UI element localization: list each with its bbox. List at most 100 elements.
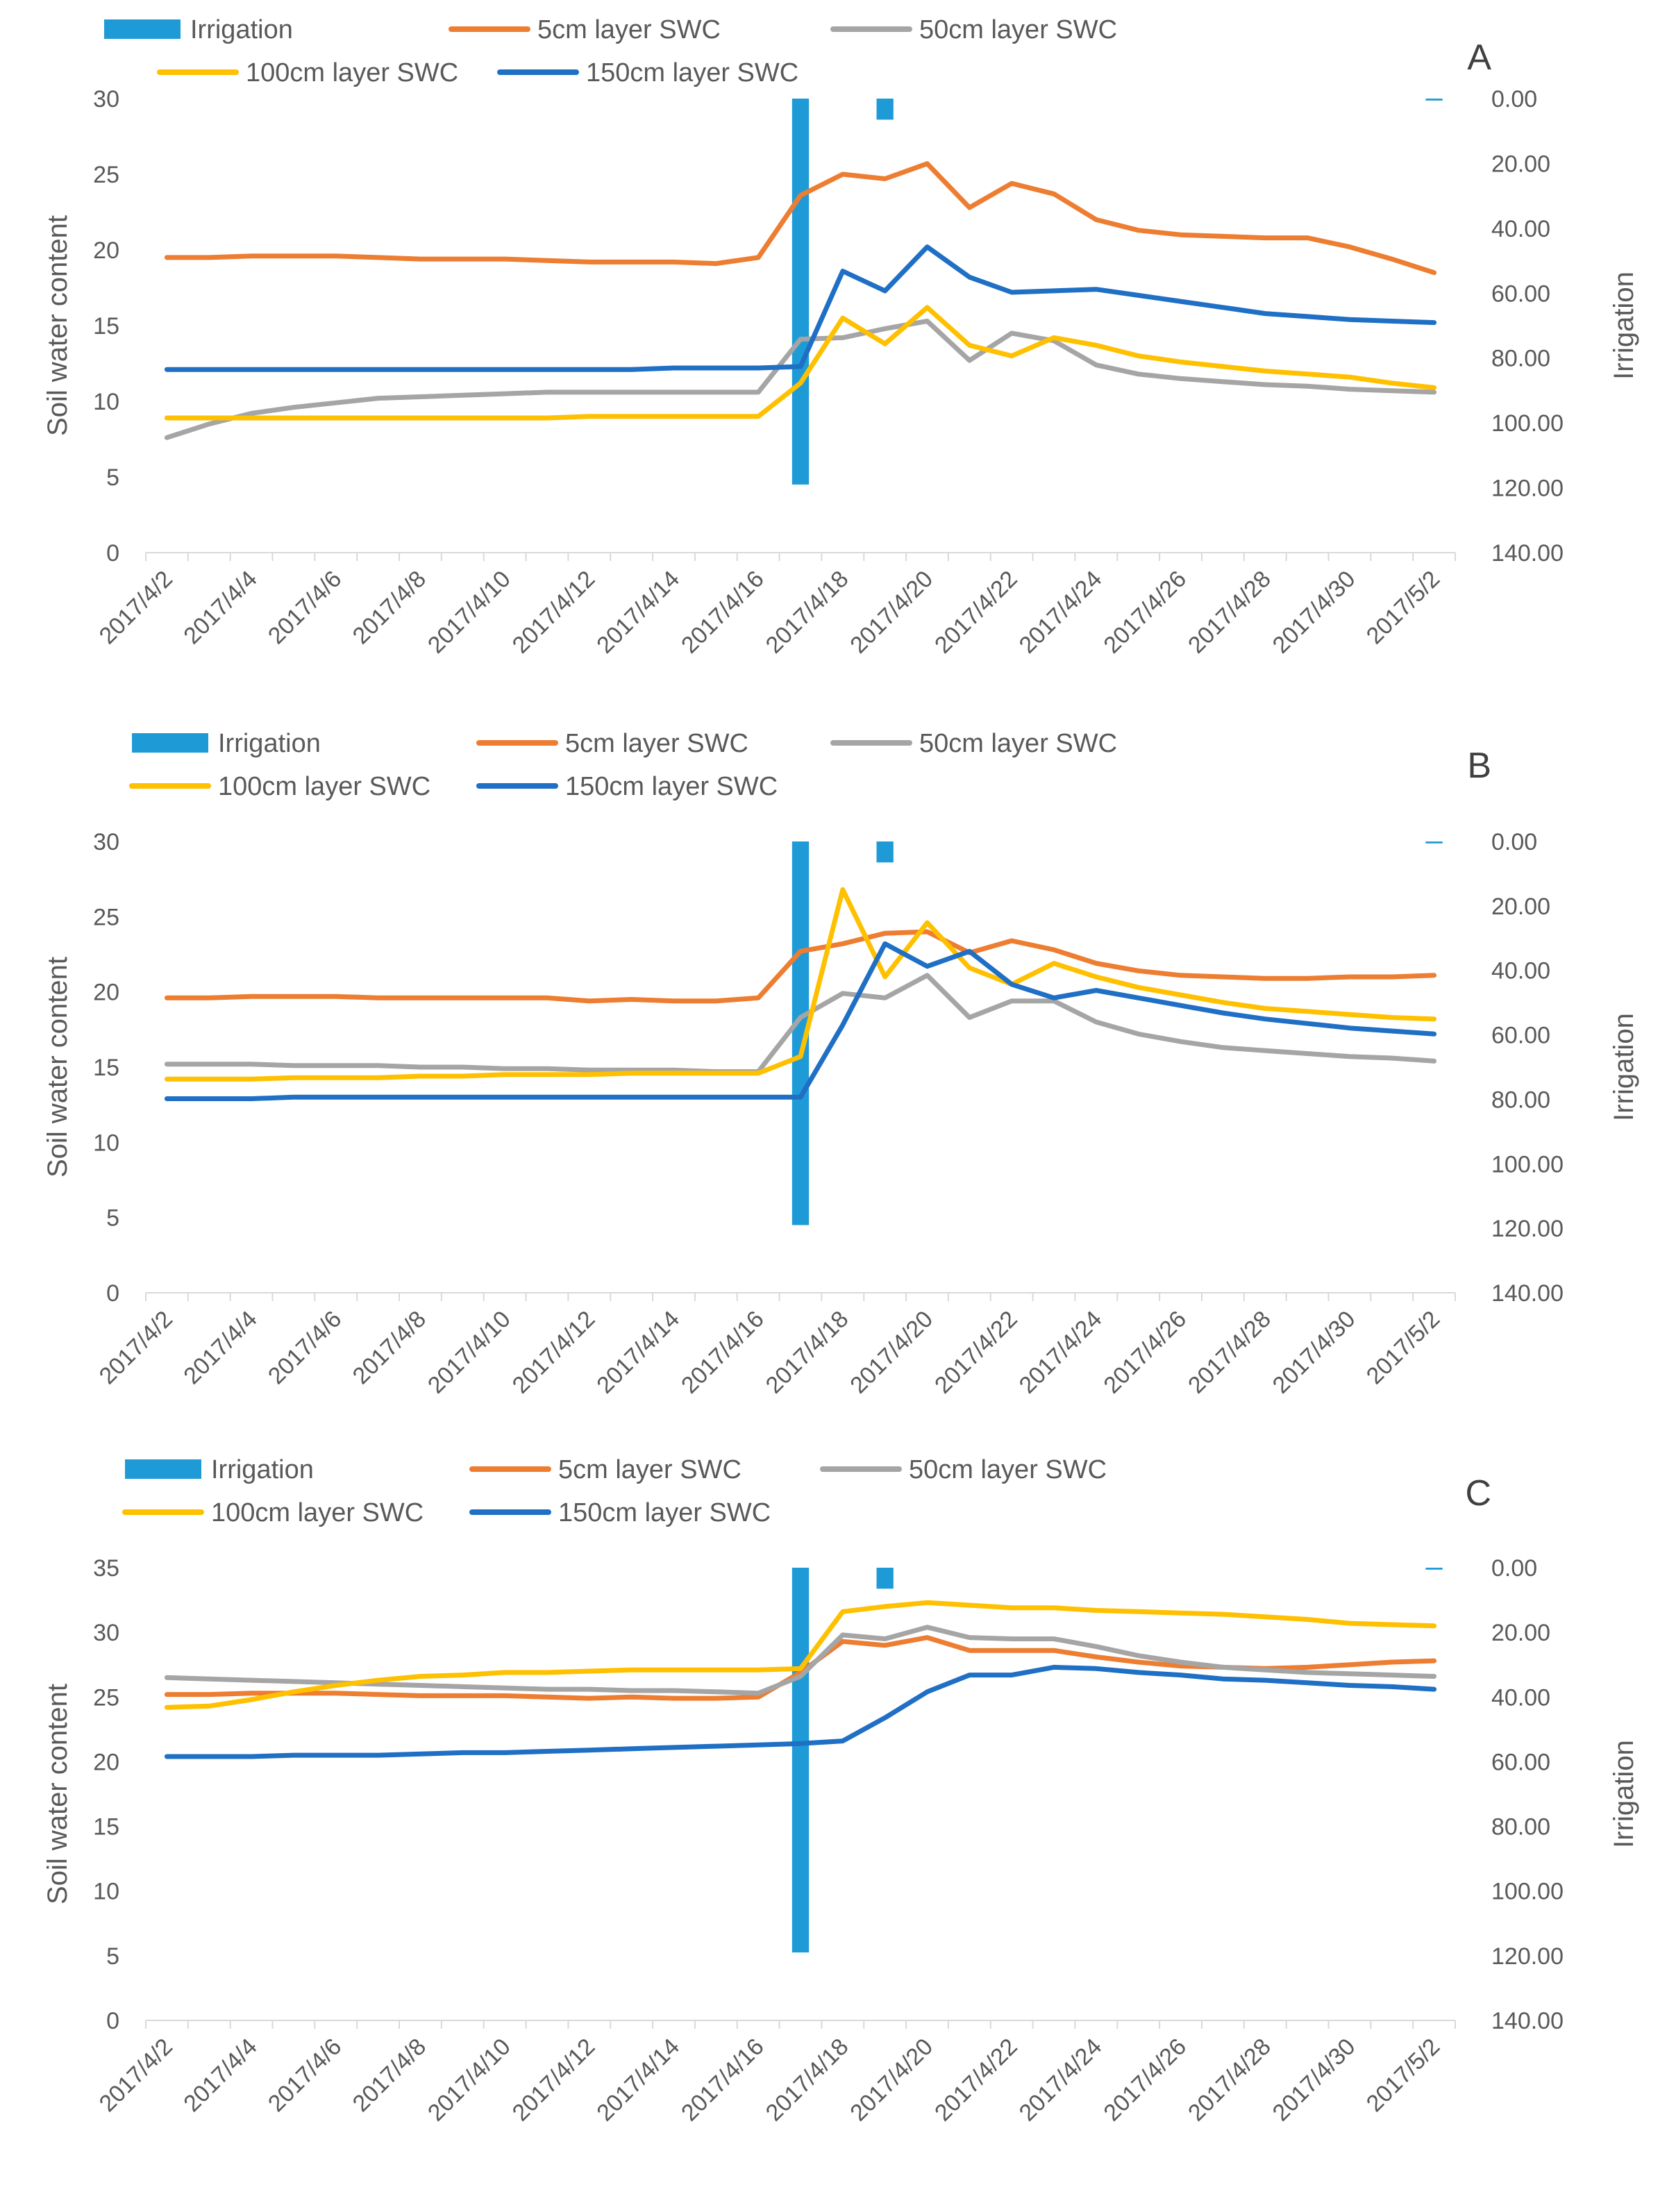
x-tick-label: 2017/4/10 bbox=[423, 2034, 516, 2127]
x-tick-label: 2017/4/24 bbox=[1014, 566, 1107, 659]
x-tick-label: 2017/4/6 bbox=[263, 1306, 346, 1389]
y-tick-label: 30 bbox=[93, 829, 119, 855]
y2-axis-title: Irrigation bbox=[1609, 1013, 1639, 1121]
y-tick-label: 10 bbox=[93, 1879, 119, 1905]
x-tick-label: 2017/4/24 bbox=[1014, 1306, 1107, 1399]
y-tick-label: 0 bbox=[106, 1280, 119, 1307]
y2-tick-label: 140.00 bbox=[1491, 1280, 1564, 1307]
x-tick-label: 2017/4/28 bbox=[1183, 1306, 1276, 1399]
y-tick-label: 20 bbox=[93, 980, 119, 1006]
series-line-swc_5cm bbox=[164, 929, 1437, 1004]
y2-tick-label: 120.00 bbox=[1491, 1216, 1564, 1242]
y-tick-label: 30 bbox=[93, 1620, 119, 1646]
legend-label-swc_5cm: 5cm layer SWC bbox=[558, 1455, 741, 1484]
legend-label-swc_100cm: 100cm layer SWC bbox=[211, 1498, 424, 1527]
legend-label-swc_150cm: 150cm layer SWC bbox=[565, 772, 778, 801]
x-tick-label: 2017/4/4 bbox=[178, 566, 262, 649]
irrigation-bar bbox=[1425, 841, 1443, 844]
panel-label: B bbox=[1467, 746, 1491, 786]
y-tick-label: 0 bbox=[106, 540, 119, 567]
y-tick-label: 30 bbox=[93, 86, 119, 112]
y2-tick-label: 60.00 bbox=[1491, 1749, 1550, 1775]
x-tick-label: 2017/4/8 bbox=[348, 566, 431, 649]
x-tick-label: 2017/4/28 bbox=[1183, 566, 1276, 659]
legend-label-irrigation: Irrigation bbox=[218, 729, 321, 758]
x-tick-label: 2017/4/2 bbox=[94, 2034, 178, 2117]
x-tick-label: 2017/5/2 bbox=[1361, 2034, 1445, 2117]
irrigation-bar bbox=[791, 99, 810, 485]
legend-label-swc_50cm: 50cm layer SWC bbox=[919, 729, 1117, 758]
y2-tick-label: 40.00 bbox=[1491, 958, 1550, 984]
series-line-swc_50cm bbox=[164, 973, 1437, 1074]
legend: Irrigation 5cm layer SWC 50cm layer SWC 100… bbox=[122, 1455, 1107, 1527]
x-tick-label: 2017/4/10 bbox=[423, 566, 516, 659]
legend-swatch-irrigation bbox=[132, 733, 208, 753]
x-tick-label: 2017/4/30 bbox=[1268, 566, 1361, 659]
series-line-swc_5cm bbox=[164, 161, 1437, 276]
series-line-swc_150cm bbox=[164, 941, 1437, 1101]
legend-label-irrigation: Irrigation bbox=[190, 15, 293, 44]
y-tick-label: 10 bbox=[93, 1130, 119, 1156]
series-line-swc_50cm bbox=[164, 1625, 1437, 1696]
x-tick-label: 2017/4/28 bbox=[1183, 2034, 1276, 2127]
y2-tick-label: 80.00 bbox=[1491, 1814, 1550, 1841]
y2-tick-label: 120.00 bbox=[1491, 476, 1564, 502]
series-line-swc_100cm bbox=[164, 887, 1437, 1082]
legend-label-swc_100cm: 100cm layer SWC bbox=[246, 58, 458, 87]
irrigation-bar bbox=[876, 99, 894, 120]
y2-tick-label: 140.00 bbox=[1491, 540, 1564, 567]
x-tick-label: 2017/4/26 bbox=[1098, 1306, 1191, 1399]
y2-tick-label: 100.00 bbox=[1491, 1151, 1564, 1178]
x-tick-label: 2017/4/22 bbox=[930, 2034, 1023, 2127]
irrigation-bar bbox=[876, 841, 894, 863]
y2-tick-label: 40.00 bbox=[1491, 216, 1550, 242]
y-tick-label: 0 bbox=[106, 2008, 119, 2034]
legend-label-swc_150cm: 150cm layer SWC bbox=[586, 58, 798, 87]
legend-swatch-irrigation bbox=[104, 19, 181, 39]
y-tick-label: 35 bbox=[93, 1555, 119, 1582]
y2-tick-label: 0.00 bbox=[1491, 1555, 1537, 1582]
x-tick-label: 2017/4/30 bbox=[1268, 1306, 1361, 1399]
x-tick-label: 2017/4/8 bbox=[348, 2034, 431, 2117]
series-line-swc_150cm bbox=[164, 1664, 1437, 1759]
y2-tick-label: 120.00 bbox=[1491, 1943, 1564, 1970]
legend-label-swc_5cm: 5cm layer SWC bbox=[565, 729, 748, 758]
x-tick-label: 2017/4/8 bbox=[348, 1306, 431, 1389]
y-tick-label: 25 bbox=[93, 904, 119, 930]
legend-label-swc_150cm: 150cm layer SWC bbox=[558, 1498, 771, 1527]
x-tick-label: 2017/4/6 bbox=[263, 566, 346, 649]
x-tick-label: 2017/4/6 bbox=[263, 2034, 346, 2117]
y2-tick-label: 20.00 bbox=[1491, 1620, 1550, 1646]
x-tick-label: 2017/4/20 bbox=[845, 2034, 938, 2127]
x-tick-label: 2017/4/22 bbox=[930, 1306, 1023, 1399]
y-tick-label: 15 bbox=[93, 1814, 119, 1841]
irrigation-bar bbox=[1425, 99, 1443, 101]
x-tick-label: 2017/4/12 bbox=[508, 1306, 601, 1399]
legend-swatch-irrigation bbox=[125, 1459, 201, 1479]
y2-tick-label: 100.00 bbox=[1491, 1879, 1564, 1905]
panel-a: Irrigation 5cm layer SWC 50cm layer SWC100… bbox=[42, 15, 1639, 659]
y-tick-label: 10 bbox=[93, 389, 119, 415]
y-tick-label: 5 bbox=[106, 1205, 119, 1232]
series-line-swc_100cm bbox=[164, 305, 1437, 421]
series-line-swc_150cm bbox=[164, 244, 1437, 372]
x-tick-label: 2017/4/20 bbox=[845, 566, 938, 659]
legend: Irrigation 5cm layer SWC 50cm layer SWC 100… bbox=[104, 15, 1117, 87]
y2-tick-label: 140.00 bbox=[1491, 2008, 1564, 2034]
x-tick-label: 2017/4/22 bbox=[930, 566, 1023, 659]
series-line-swc_50cm bbox=[164, 319, 1437, 440]
y2-axis-title: Irrigation bbox=[1609, 271, 1639, 380]
legend-label-swc_50cm: 50cm layer SWC bbox=[909, 1455, 1107, 1484]
x-tick-label: 2017/4/14 bbox=[592, 566, 685, 659]
x-tick-label: 2017/4/16 bbox=[676, 2034, 769, 2127]
y2-axis-title: Irrigation bbox=[1609, 1740, 1639, 1848]
x-tick-label: 2017/5/2 bbox=[1361, 566, 1445, 649]
y2-tick-label: 0.00 bbox=[1491, 829, 1537, 855]
y2-tick-label: 40.00 bbox=[1491, 1684, 1550, 1711]
panel-label: C bbox=[1465, 1473, 1491, 1514]
series-line-swc_100cm bbox=[164, 1600, 1437, 1710]
y2-tick-label: 20.00 bbox=[1491, 894, 1550, 920]
x-tick-label: 2017/4/14 bbox=[592, 2034, 685, 2127]
